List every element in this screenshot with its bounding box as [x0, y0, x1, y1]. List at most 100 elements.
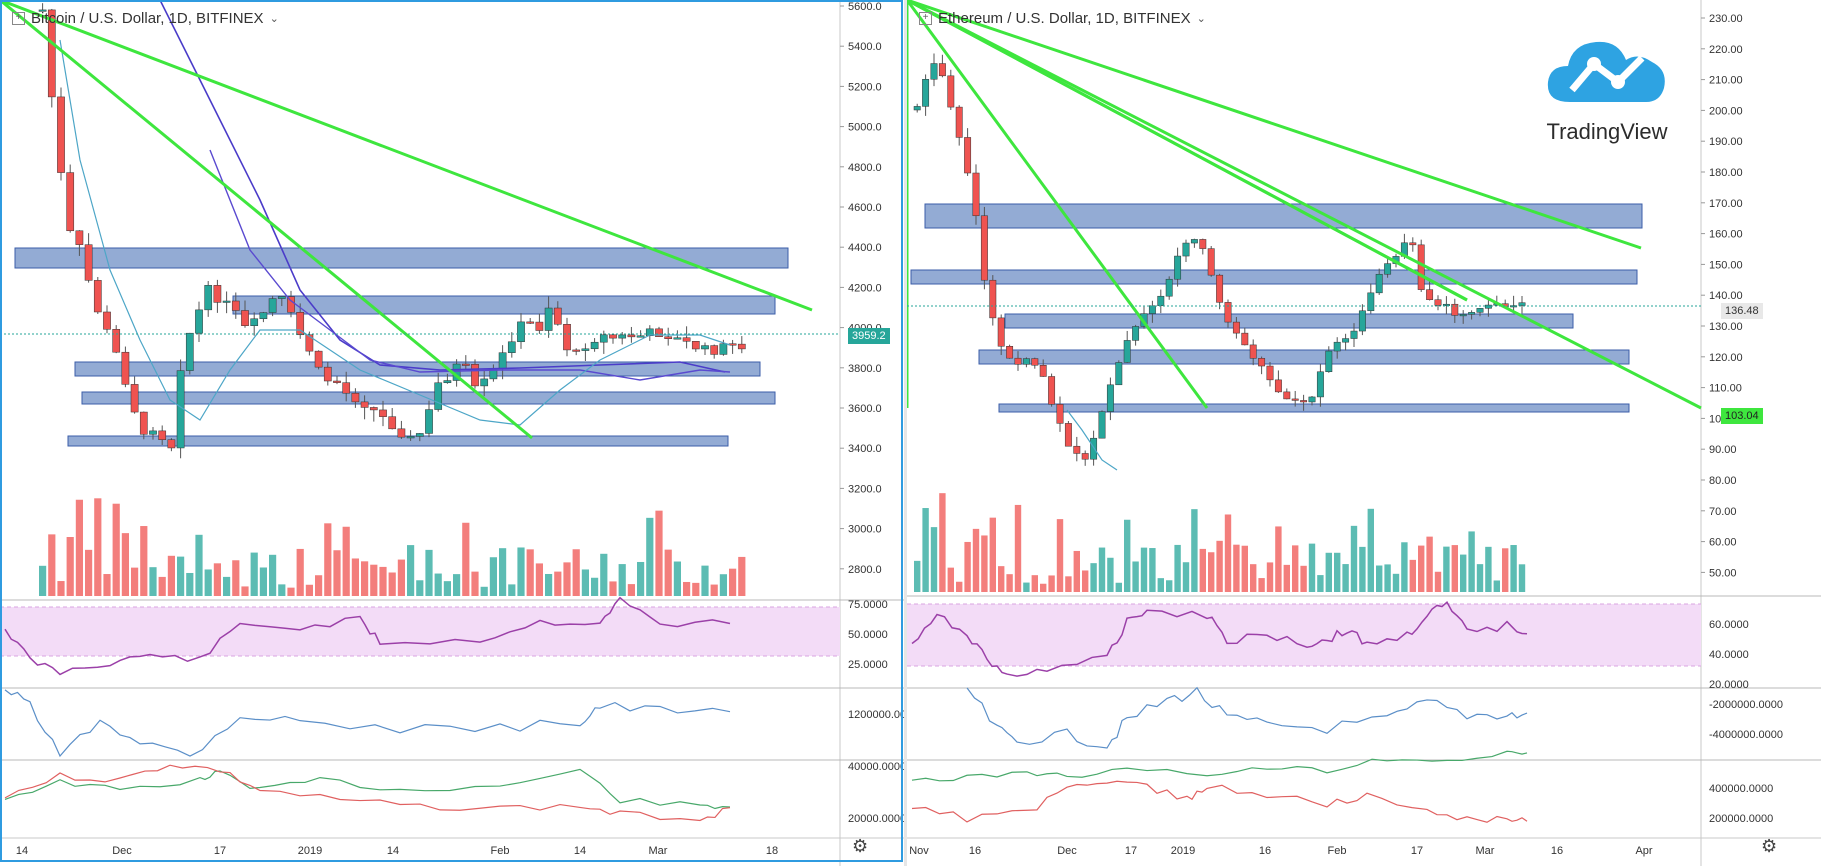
volume-bar: [480, 586, 488, 596]
btc-chart-canvas[interactable]: 5600.0 5400.0 5200.0 5000.0 4800.0 4600.0 4400…: [0, 0, 905, 866]
obv-axis-label: 1200000.0000: [848, 709, 905, 721]
expand-box-icon[interactable]: +: [919, 12, 932, 25]
price-axis-label: 220.00: [1709, 44, 1743, 56]
volume-bar: [981, 535, 988, 592]
candle-body: [406, 436, 415, 439]
time-axis-label: Dec: [1057, 845, 1077, 857]
price-axis-label: 230.00: [1709, 13, 1743, 25]
volume-bar: [1485, 546, 1492, 592]
volume-bar: [1518, 564, 1526, 592]
volume-bar: [526, 549, 534, 596]
candle-body: [1014, 357, 1022, 365]
volume-bar: [351, 558, 359, 596]
candle-body: [1148, 305, 1156, 314]
candle-body: [989, 279, 997, 319]
volume-bar: [1191, 509, 1198, 592]
volume-bar: [1334, 552, 1341, 592]
volume-bar: [1040, 583, 1047, 592]
candle-body: [498, 352, 507, 369]
candle-body: [1350, 330, 1358, 339]
eth-chart-title[interactable]: Ethereum / U.S. Dollar, 1D, BITFINEX: [938, 10, 1191, 27]
chevron-down-icon[interactable]: ⌄: [1196, 13, 1206, 25]
candle-body: [121, 351, 130, 385]
candle-body: [287, 296, 295, 313]
tradingview-cloud-icon: [1547, 41, 1665, 102]
candle-body: [75, 230, 84, 245]
volume-bar: [1434, 571, 1442, 592]
gear-icon[interactable]: ⚙: [852, 836, 869, 856]
volume-bar: [333, 550, 341, 596]
price-axis-label: 3000.0: [848, 524, 882, 536]
volume-bar: [1048, 575, 1055, 592]
candle-body: [397, 428, 406, 438]
volume-bar: [508, 584, 516, 596]
volume-bar: [204, 569, 212, 596]
candle-body: [296, 312, 305, 336]
candle-body: [1115, 362, 1123, 386]
price-axis-label: 70.00: [1709, 506, 1737, 518]
candle-body: [1132, 326, 1140, 341]
volume-bar: [710, 584, 718, 596]
volume-bar: [499, 548, 507, 596]
candle-body: [369, 407, 378, 411]
volume-bar: [407, 545, 415, 596]
btc-chart-panel[interactable]: 5600.0 5400.0 5200.0 5000.0 4800.0 4600.0 4400…: [0, 0, 905, 866]
btc-chart-title[interactable]: Bitcoin / U.S. Dollar, 1D, BITFINEX: [31, 10, 264, 27]
candle-body: [1064, 423, 1072, 447]
time-axis-label: 2019: [1171, 845, 1195, 857]
candle-body: [1426, 289, 1434, 300]
obv-axis-label: -4000000.0000: [1709, 729, 1783, 741]
volume-bar: [342, 526, 350, 596]
eth-chart-panel[interactable]: 230.00 220.00 210.00 200.00 190.00 180.00 170.…: [907, 0, 1821, 866]
candle-body: [563, 323, 571, 351]
time-axis-label: 14: [574, 845, 586, 857]
tradingview-watermark: TradingView: [1537, 30, 1677, 145]
rsi-axis-label: 50.0000: [848, 629, 888, 641]
volume-bar: [930, 527, 938, 592]
chevron-down-icon[interactable]: ⌄: [269, 13, 279, 25]
btc-chart-header[interactable]: + Bitcoin / U.S. Dollar, 1D, BITFINEX ⌄: [12, 10, 279, 27]
time-axis-label: Dec: [112, 845, 132, 857]
support-resistance-zone: [978, 349, 1630, 365]
panel-divider[interactable]: [904, 0, 907, 866]
volume-bar: [637, 561, 645, 596]
candle-body: [922, 79, 930, 107]
volume-bar: [572, 549, 580, 596]
price-axis-label: 150.00: [1709, 259, 1743, 271]
candle-body: [305, 334, 314, 352]
price-axis-label: 4200.0: [848, 282, 882, 294]
candle-body: [1459, 314, 1467, 317]
price-axis-label: 110.00: [1709, 383, 1742, 395]
candle-body: [66, 172, 75, 232]
volume-bar: [1216, 540, 1223, 592]
candle-body: [636, 335, 645, 338]
time-axis-label: 16: [1259, 845, 1271, 857]
volume-bar: [1266, 562, 1274, 592]
gear-icon[interactable]: ⚙: [1761, 836, 1778, 856]
eth-chart-canvas[interactable]: 230.00 220.00 210.00 200.00 190.00 180.00 170.…: [907, 0, 1821, 866]
trend-line: [907, 0, 1642, 250]
candle-body: [553, 307, 562, 325]
flow-green-line: [4, 768, 731, 810]
support-resistance-zone: [67, 435, 729, 447]
candle-body: [1190, 239, 1198, 244]
volume-bar: [1258, 578, 1265, 592]
candle-body: [507, 341, 516, 353]
candle-body: [204, 285, 213, 311]
support-resistance-zone: [924, 203, 1643, 229]
candle-body: [250, 318, 259, 326]
time-axis-label: 2019: [298, 845, 322, 857]
expand-box-icon[interactable]: +: [12, 12, 25, 25]
candle-body: [425, 409, 433, 434]
candle-body: [599, 334, 608, 343]
eth-chart-header[interactable]: + Ethereum / U.S. Dollar, 1D, BITFINEX ⌄: [919, 10, 1206, 27]
candle-body: [964, 137, 972, 174]
volume-bar: [1426, 536, 1433, 592]
candle-body: [1375, 273, 1383, 294]
volume-bar: [489, 557, 497, 596]
price-axis-label: 5000.0: [848, 122, 882, 134]
time-axis-label: Feb: [491, 845, 510, 857]
volume-bar: [370, 564, 378, 596]
volume-bar: [158, 576, 166, 596]
candle-body: [103, 311, 111, 330]
